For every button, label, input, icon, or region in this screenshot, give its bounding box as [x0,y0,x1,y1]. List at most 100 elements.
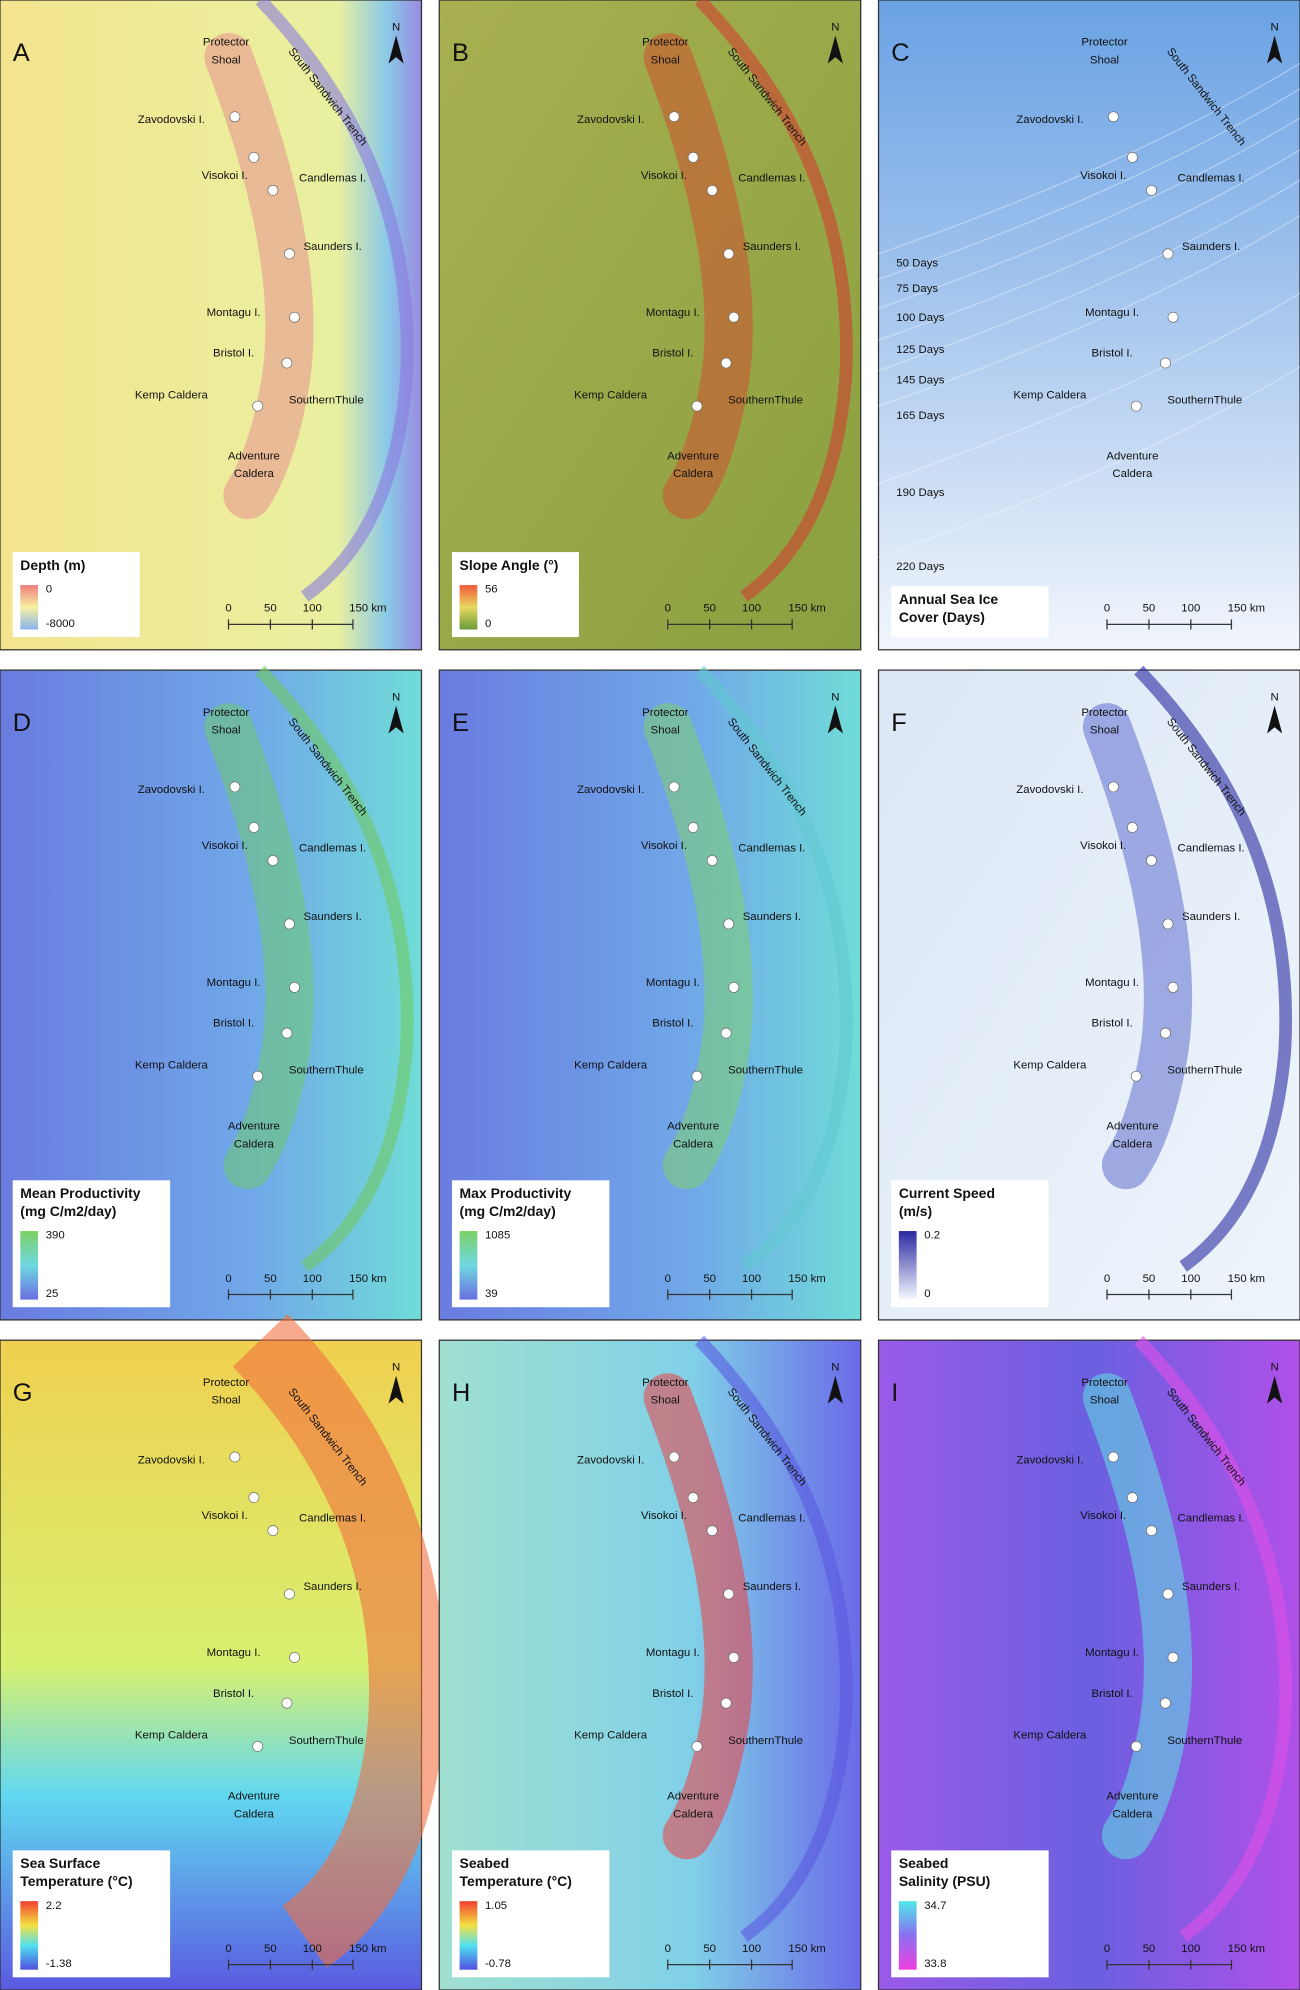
island [1130,1740,1142,1752]
place-label: SouthernThule [1167,1065,1242,1077]
place-label: Zavodovski I. [577,114,644,126]
island [720,357,732,369]
panel-letter: A [13,39,30,67]
colorbar [898,1231,917,1300]
island [252,1070,264,1082]
legend-box [891,1180,1049,1308]
place-label: Kemp Caldera [574,1730,648,1742]
place-label: Candlemas I. [1178,843,1245,855]
legend-max: 1085 [485,1230,510,1242]
place-label: Candlemas I. [738,1513,805,1525]
island [284,918,295,930]
place-label: SouthernThule [1167,395,1242,407]
place-label: Montagu I. [646,977,700,989]
panel-letter: I [891,1379,898,1407]
place-label: Adventure [228,450,280,462]
place-label: Protector [1081,707,1127,719]
island [267,184,279,196]
place-label: Adventure [1106,1791,1158,1803]
scale-label: 50 [1143,603,1156,615]
place-label: Kemp Caldera [135,390,209,402]
island [728,981,740,993]
scale-label: 100 [742,1273,761,1285]
place-label: Kemp Caldera [1013,1730,1087,1742]
island [1107,781,1119,793]
legend-box [12,1180,171,1308]
scale-label: 50 [1143,1943,1156,1955]
colorbar [20,1901,39,1970]
place-label: Bristol I. [652,1688,693,1700]
island [281,357,293,369]
island [706,1525,718,1536]
scale-label: 100 [1181,1273,1200,1285]
legend-max: 56 [485,584,498,596]
scale-label: 0 [665,1943,671,1955]
place-label: Shoal [1090,1395,1119,1407]
island [723,918,735,930]
place-label: Kemp Caldera [1013,390,1087,402]
island [1167,311,1179,323]
scale-label: 100 [1181,1943,1200,1955]
colorbar [459,1231,478,1300]
place-label: SouthernThule [728,1065,803,1077]
scale-label: 0 [665,603,671,615]
legend-title: Sea Surface [20,1855,100,1871]
island [289,311,300,323]
legend-title: Current Speed [899,1185,995,1201]
scale-label: 50 [1143,1273,1156,1285]
island [687,151,699,163]
ice-days-label: 125 Days [896,344,944,356]
scale-label: 150 km [349,603,386,615]
place-label: Montagu I. [646,307,700,319]
island [1160,1697,1171,1709]
north-arrow [827,705,843,734]
island [1160,357,1171,369]
colorbar [20,1231,39,1300]
trench [255,665,414,1272]
island [691,400,703,412]
legend-title: Salinity (PSU) [899,1873,991,1889]
place-label: Bristol I. [213,1688,254,1700]
place-label: Zavodovski I. [138,1454,205,1466]
ice-contour [878,366,1300,558]
panel-letter: D [13,709,31,737]
place-label: Montagu I. [207,977,261,989]
island [252,1740,264,1752]
place-label: SouthernThule [289,1735,364,1747]
legend-min: 0 [924,1288,930,1300]
place-label: Shoal [651,1395,680,1407]
panel-letter: C [891,39,909,67]
north-arrow [388,1375,404,1404]
place-label: Bristol I. [652,1018,693,1030]
north-arrow [1266,705,1283,734]
legend-max: 2.2 [46,1900,62,1912]
scale-label: 150 km [1228,1943,1265,1955]
place-label: Saunders I. [303,241,361,253]
legend-box [891,1850,1049,1978]
place-label: Zavodovski I. [1016,784,1083,796]
place-label: Protector [642,1377,688,1389]
island [691,1070,703,1082]
island [229,1451,241,1463]
scale-label: 150 km [788,603,825,615]
place-label: Visokoi I. [641,170,687,182]
place-label: Caldera [673,1808,714,1820]
island [1146,1525,1157,1536]
ice-days-label: 50 Days [896,258,938,270]
place-label: Visokoi I. [641,840,687,852]
place-label: Zavodovski I. [138,114,205,126]
north-label: N [392,692,400,704]
scale-label: 150 km [1228,603,1265,615]
island [728,311,740,323]
island-arc [1082,1373,1193,1860]
island [1160,1027,1171,1039]
scale-label: 0 [1104,1273,1110,1285]
trench [1134,1335,1292,1942]
north-label: N [831,21,839,33]
place-label: Kemp Caldera [135,1730,209,1742]
scale-label: 150 km [349,1273,386,1285]
trench [1134,665,1292,1272]
island [281,1697,293,1709]
